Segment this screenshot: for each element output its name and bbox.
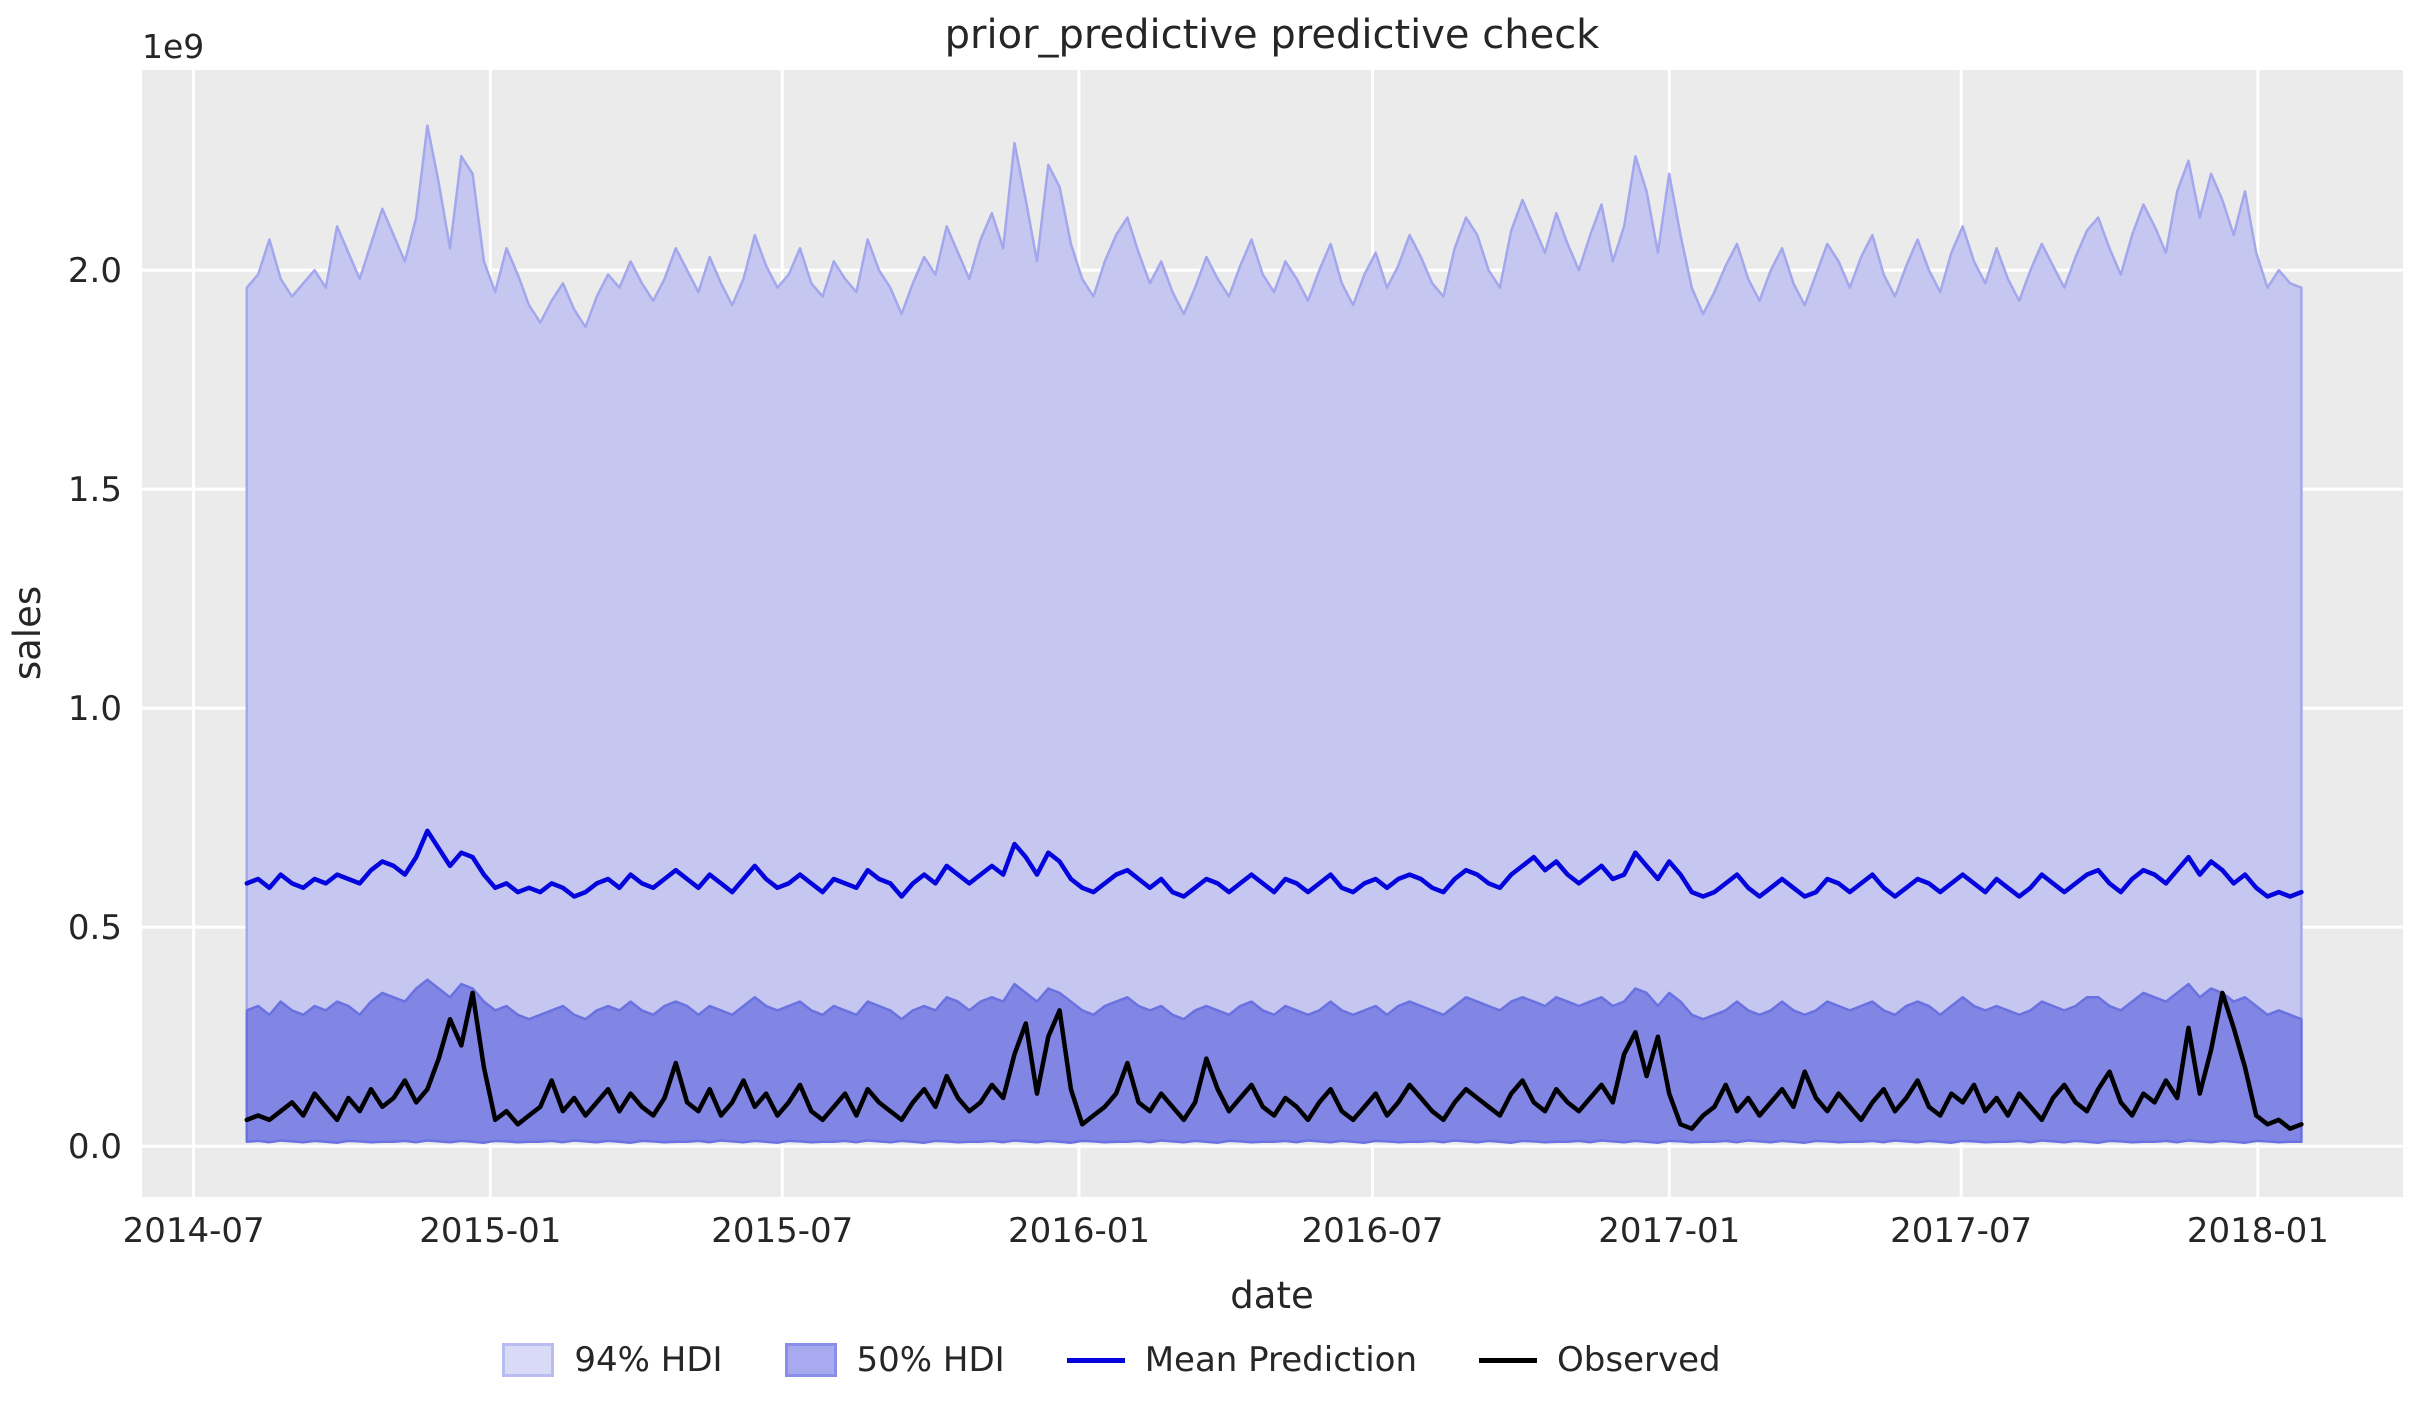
legend-item: 94% HDI: [502, 1340, 723, 1380]
y-tick-label: 1.5: [68, 470, 122, 510]
x-tick-label: 2014-07: [123, 1211, 265, 1251]
mean-prediction-line: [244, 828, 2304, 899]
chart-title: prior_predictive predictive check: [945, 12, 1601, 58]
legend-item: 50% HDI: [784, 1340, 1005, 1380]
x-tick-label: 2015-07: [711, 1211, 853, 1251]
legend-patch-swatch: [784, 1343, 837, 1377]
legend: 94% HDI 50% HDI Mean Prediction Observed: [0, 1340, 2323, 1380]
x-tick-label: 2015-01: [419, 1211, 561, 1251]
y-tick-label: 0.5: [68, 908, 122, 948]
legend-label: Observed: [1557, 1340, 1721, 1380]
observed-line: [244, 990, 2304, 1131]
x-axis-label: date: [1230, 1274, 1313, 1317]
y-tick-label: 0.0: [68, 1127, 122, 1167]
x-tick-label: 2016-01: [1008, 1211, 1150, 1251]
x-tick-label: 2017-07: [1890, 1211, 2032, 1251]
legend-patch-swatch: [502, 1343, 555, 1377]
legend-line-swatch: [1066, 1357, 1125, 1363]
series-layer: [244, 124, 2304, 1144]
legend-label: 94% HDI: [574, 1340, 723, 1380]
x-tick-label: 2018-01: [2187, 1211, 2329, 1251]
x-tick-label: 2016-07: [1301, 1211, 1443, 1251]
y-tick-label: 1.0: [68, 689, 122, 729]
legend-label: 50% HDI: [856, 1340, 1005, 1380]
tick-labels: 2014-07 2015-01 2015-07 2016-01 2016-07 2017-…: [68, 251, 2329, 1251]
legend-line-swatch: [1479, 1357, 1538, 1363]
legend-item: Mean Prediction: [1066, 1340, 1418, 1380]
y-tick-label: 2.0: [68, 251, 122, 291]
y-axis-offset-text: 1e9: [142, 27, 204, 66]
legend-item: Observed: [1479, 1340, 1721, 1380]
x-tick-label: 2017-01: [1598, 1211, 1740, 1251]
y-axis-label: sales: [6, 586, 49, 680]
legend-label: Mean Prediction: [1144, 1340, 1418, 1380]
